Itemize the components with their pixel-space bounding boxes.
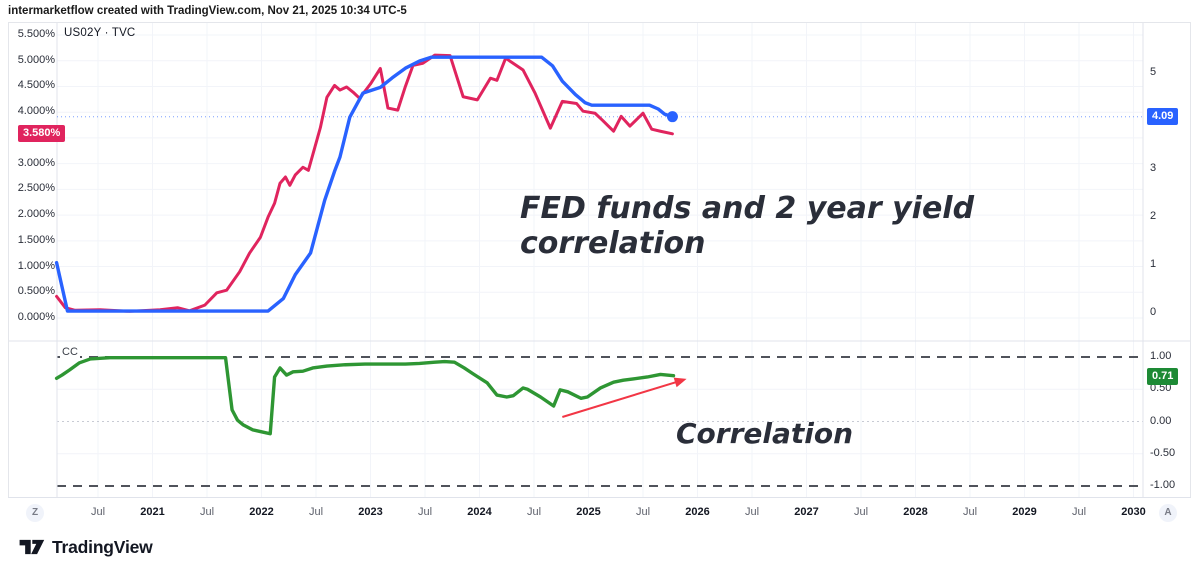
time-axis-tick: 2028 [903,506,928,518]
time-axis-tick: Jul [1071,506,1087,518]
auto-scale-button[interactable]: A [1159,504,1177,522]
chart-title-annotation: FED funds and 2 year yield correlation [520,191,974,261]
time-axis-tick: Jul [199,506,215,518]
axis-tick: 2.000% [17,208,55,221]
time-axis[interactable]: Z Jul 2021 Jul 2022 Jul 2023 Jul 2024 Jul 2025 Jul… [8,497,1191,528]
time-axis-tick: Jul [853,506,869,518]
axis-tick: 5 [1150,66,1157,78]
correlation-text-annotation: Correlation [676,417,854,450]
axis-tick: 4.500% [17,79,55,92]
us02y-last-price-label: 3.580% [18,125,66,142]
time-axis-tick: 2026 [685,506,710,518]
axis-tick: 4.000% [17,105,55,118]
brand-name[interactable]: TradingView [52,536,153,557]
chart-title-line2: correlation [520,226,706,261]
time-axis-tick: Jul [90,506,106,518]
axis-tick: -1.00 [1150,479,1176,491]
correlation-indicator-label[interactable]: CC [60,346,80,358]
axis-tick: -0.50 [1150,446,1176,459]
axis-tick: 0 [1150,306,1157,318]
time-axis-tick: 2022 [249,506,274,518]
axis-tick: 2.500% [17,182,55,195]
time-axis-tick: Jul [308,506,324,518]
timezone-button[interactable]: Z [26,504,44,522]
time-axis-tick: 2023 [358,506,383,518]
time-axis-tick: Jul [526,506,542,518]
fed-funds-last-price-label: 4.09 [1147,108,1179,125]
time-axis-tick: 2021 [140,506,165,518]
axis-tick: 2 [1150,210,1157,222]
tradingview-logo-icon[interactable] [18,536,45,558]
time-axis-tick: 2024 [467,506,492,518]
time-axis-tick: Jul [962,506,978,518]
time-axis-tick: Jul [417,506,433,518]
axis-tick: 1 [1150,258,1157,270]
symbol-label[interactable]: US02Y · TVC [64,27,136,39]
axis-tick: 5.000% [17,53,55,66]
axis-tick: 1.00 [1150,350,1172,362]
time-axis-tick: 2025 [576,506,601,518]
time-axis-tick: 2030 [1121,506,1146,518]
footer: TradingView [18,536,153,558]
time-axis-tick: 2029 [1012,506,1037,518]
axis-tick: 1.000% [17,259,55,272]
axis-tick: 1.500% [17,233,55,246]
axis-tick: 0.000% [17,311,55,323]
axis-tick: 3 [1150,162,1157,174]
axis-tick: 3.000% [17,156,55,169]
chart-title-line1: FED funds and 2 year yield [520,191,975,226]
correlation-last-value-label: 0.71 [1147,368,1179,385]
axis-tick: 0.50 [1150,382,1172,395]
axis-tick: 0.500% [17,285,55,298]
axis-tick: 0.00 [1150,414,1172,427]
time-axis-tick: Jul [635,506,651,518]
time-axis-tick: Jul [744,506,760,518]
axis-tick: 5.500% [17,28,55,41]
time-axis-tick: 2027 [794,506,819,518]
chart-credit: intermarketflow created with TradingView… [8,5,407,17]
